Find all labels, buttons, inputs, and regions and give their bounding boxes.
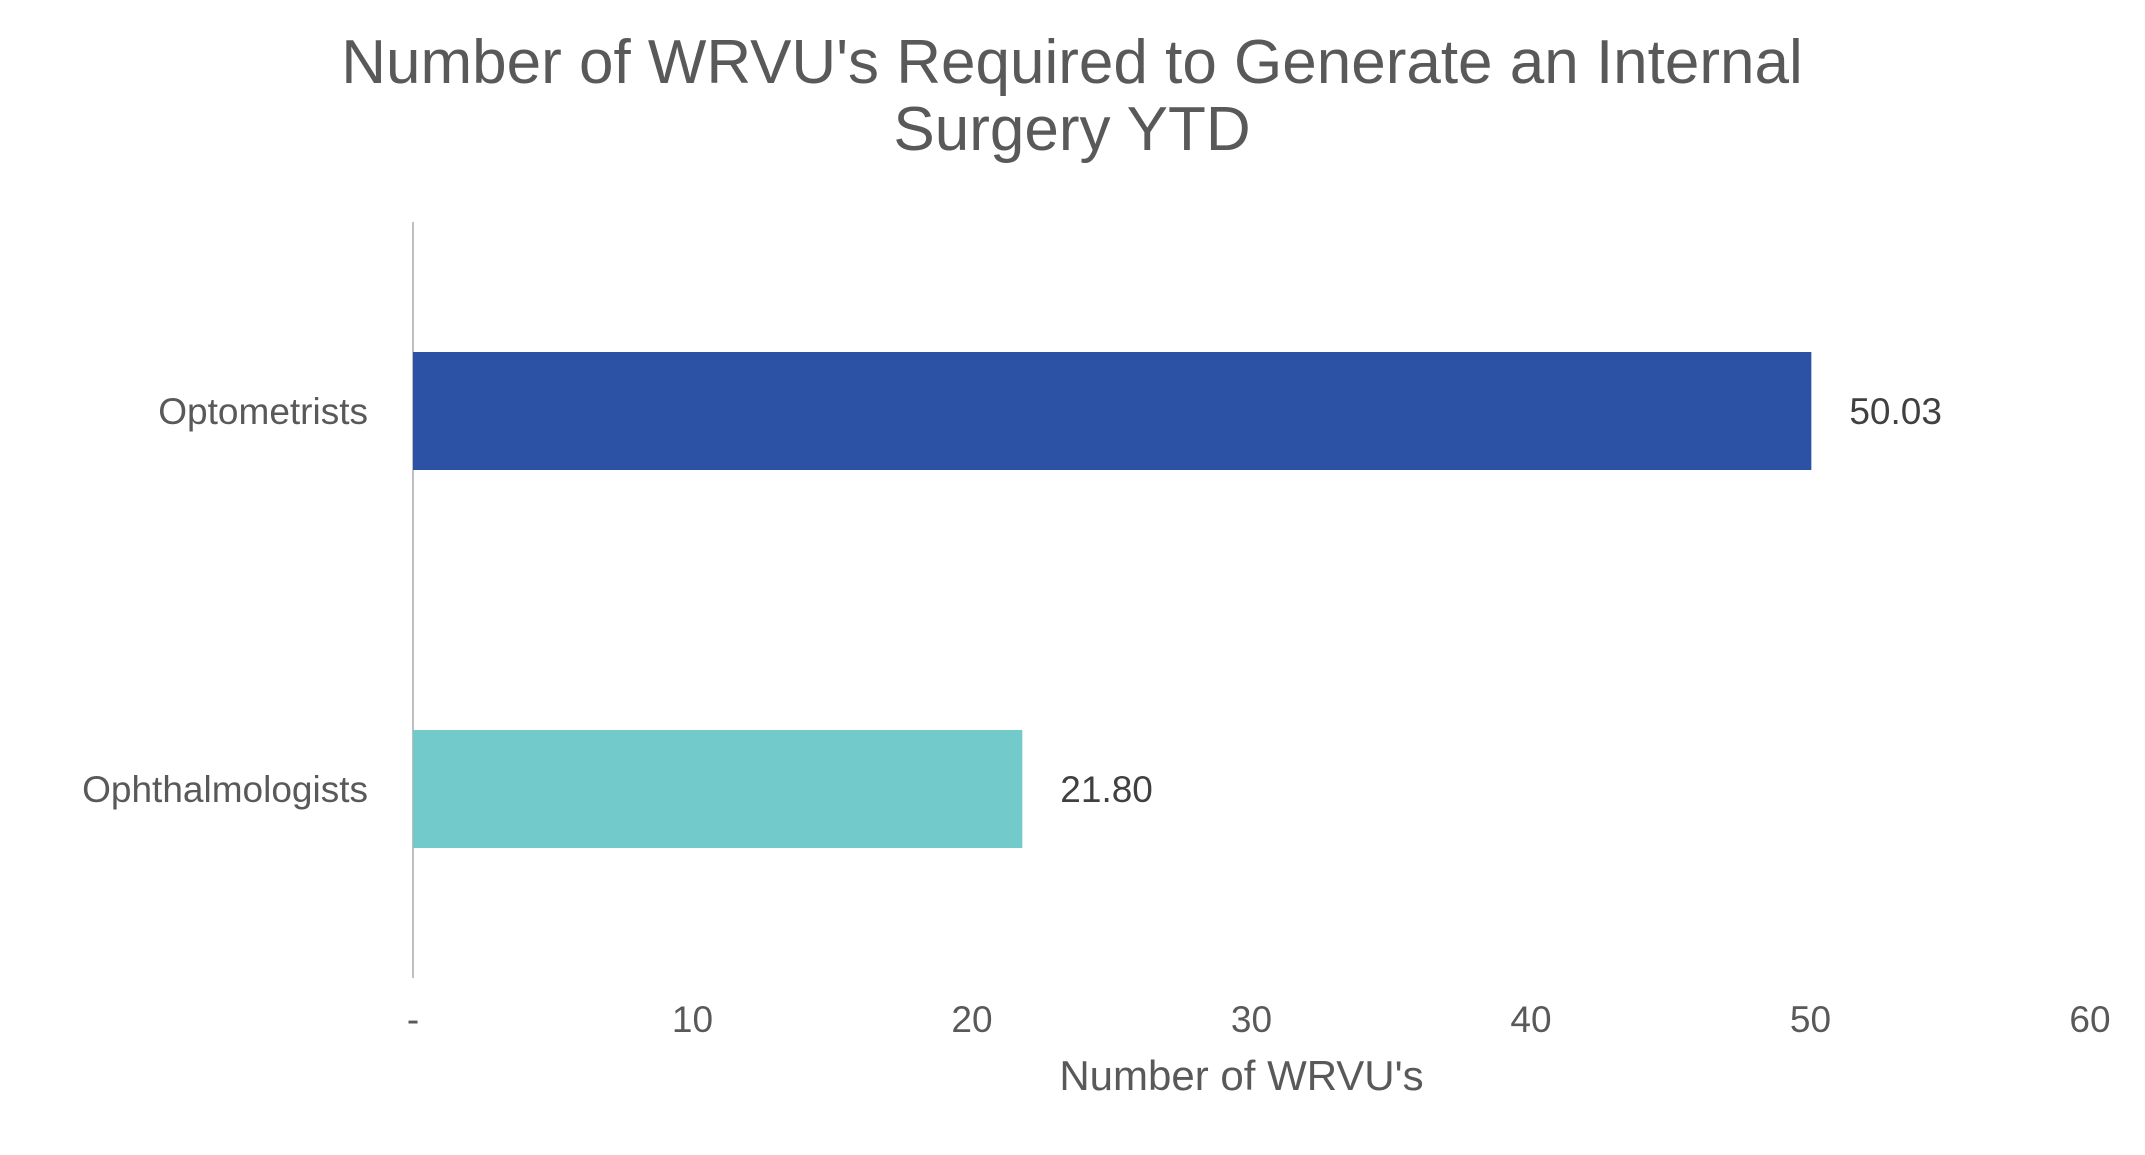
chart-title-line-2: Surgery YTD xyxy=(893,95,1250,164)
chart-title: Number of WRVU's Required to Generate an… xyxy=(341,28,1803,164)
bar-optometrists xyxy=(413,352,1812,470)
x-tick-label: - xyxy=(407,999,419,1040)
x-tick-label: 50 xyxy=(1790,999,1831,1040)
bars xyxy=(413,352,1812,848)
x-tick-label: 20 xyxy=(951,999,992,1040)
x-axis-tick-labels: - 10 20 30 40 50 60 xyxy=(407,999,2111,1040)
chart-title-line-1: Number of WRVU's Required to Generate an… xyxy=(341,28,1803,97)
data-label-ophthalmologists: 21.80 xyxy=(1060,769,1153,810)
category-labels: Optometrists Ophthalmologists xyxy=(82,391,368,810)
x-tick-label: 10 xyxy=(672,999,713,1040)
x-tick-label: 30 xyxy=(1231,999,1272,1040)
bar-ophthalmologists xyxy=(413,730,1023,848)
x-tick-label: 60 xyxy=(2069,999,2110,1040)
data-label-optometrists: 50.03 xyxy=(1849,391,1942,432)
category-label-ophthalmologists: Ophthalmologists xyxy=(82,769,368,810)
x-axis-title: Number of WRVU's xyxy=(1059,1052,1423,1099)
category-label-optometrists: Optometrists xyxy=(158,391,368,432)
x-tick-label: 40 xyxy=(1510,999,1551,1040)
data-labels: 50.03 21.80 xyxy=(1060,391,1942,810)
